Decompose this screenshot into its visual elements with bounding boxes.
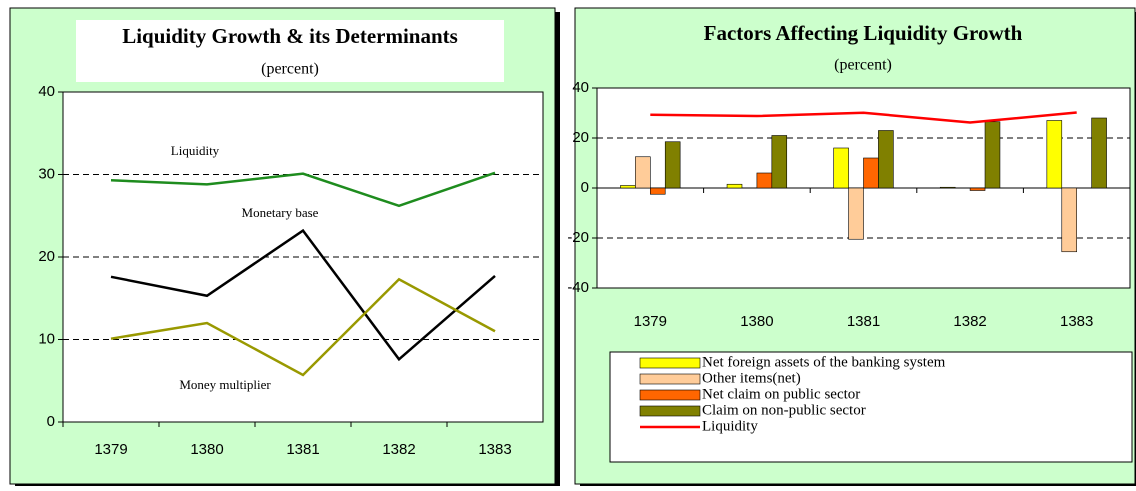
bar <box>649 187 666 195</box>
bar <box>1046 120 1063 189</box>
chart-title: Liquidity Growth & its Determinants <box>122 24 458 48</box>
legend-label: Liquidity <box>702 418 758 434</box>
bar <box>620 185 636 189</box>
bar <box>1091 117 1107 189</box>
x-tick-label: 1382 <box>382 441 415 458</box>
x-tick-label: 1380 <box>740 313 773 330</box>
x-tick-label: 1381 <box>286 441 319 458</box>
bar <box>878 130 894 189</box>
line <box>110 171 496 208</box>
chart-subtitle: (percent) <box>261 61 319 78</box>
x-tick-label: 1379 <box>94 441 127 458</box>
x-tick-label: 1383 <box>478 441 511 458</box>
bar <box>756 172 773 189</box>
y-tick-label: 0 <box>47 413 55 430</box>
bar <box>833 147 849 189</box>
chart-title: Factors Affecting Liquidity Growth <box>704 21 1023 45</box>
series-label: Money multiplier <box>179 377 271 392</box>
legend-swatch <box>639 357 701 369</box>
title-box <box>76 20 504 82</box>
legend-label: Claim on non-public sector <box>702 402 866 418</box>
series-label: Liquidity <box>171 143 220 158</box>
legend-swatch <box>639 405 701 417</box>
y-tick-label: 40 <box>572 79 589 96</box>
y-tick-label: 20 <box>572 129 589 146</box>
legend-label: Net foreign assets of the banking system <box>702 354 946 370</box>
chart-subtitle: (percent) <box>834 57 892 74</box>
legend-label: Other items(net) <box>702 370 801 386</box>
line <box>110 228 496 362</box>
y-tick-label: 20 <box>38 248 55 265</box>
y-tick-label: 30 <box>38 165 55 182</box>
bar <box>771 135 788 189</box>
y-tick-label: 10 <box>38 330 55 347</box>
y-tick-label: -40 <box>567 279 589 296</box>
y-tick-label: 0 <box>581 179 589 196</box>
bar <box>939 186 956 189</box>
series-label: Monetary base <box>242 205 319 220</box>
x-tick-label: 1379 <box>634 313 667 330</box>
legend-label: Net claim on public sector <box>702 386 860 402</box>
bar <box>726 183 743 189</box>
bar <box>848 187 864 240</box>
y-tick-label: -20 <box>567 229 589 246</box>
x-tick-label: 1382 <box>953 313 986 330</box>
bar <box>863 157 879 189</box>
legend-swatch <box>639 389 701 401</box>
bar <box>664 141 681 189</box>
x-tick-label: 1381 <box>847 313 880 330</box>
line <box>110 277 496 377</box>
bar <box>635 156 651 189</box>
x-tick-label: 1380 <box>190 441 223 458</box>
bar <box>1061 187 1078 253</box>
legend-swatch <box>639 373 701 385</box>
y-tick-label: 40 <box>38 83 55 100</box>
bar <box>969 187 986 191</box>
bar <box>984 121 1001 189</box>
line <box>650 111 1077 124</box>
x-tick-label: 1383 <box>1060 313 1093 330</box>
